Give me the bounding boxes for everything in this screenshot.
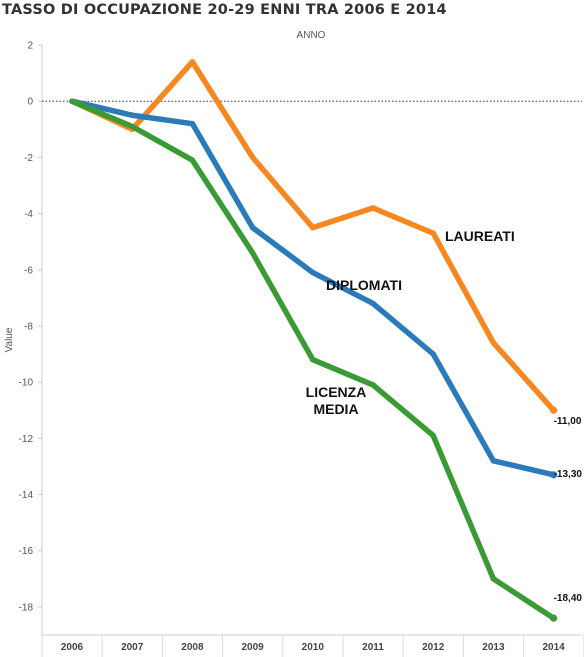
- series-name-label: LICENZA: [306, 384, 367, 400]
- series-point: [430, 351, 436, 357]
- series-name-label: LAUREATI: [445, 228, 515, 244]
- x-tick-label: 2011: [362, 642, 384, 653]
- end-value-label: -13,30: [554, 469, 583, 480]
- series-point: [430, 230, 436, 236]
- series-point: [490, 576, 497, 582]
- series-point: [129, 123, 135, 130]
- x-tick-label: 2010: [302, 642, 325, 653]
- y-tick-label: -6: [24, 265, 33, 276]
- series-point: [249, 224, 256, 231]
- x-tick-label: 2013: [482, 642, 505, 653]
- x-tick-label: 2008: [181, 642, 204, 653]
- x-tick-label: 2006: [61, 642, 84, 653]
- y-tick-label: -2: [24, 153, 33, 164]
- series-point: [310, 224, 316, 231]
- chart-title: TASSO DI OCCUPAZIONE 20-29 ENNI TRA 2006…: [2, 2, 447, 18]
- series-point: [69, 98, 75, 104]
- y-tick-label: -14: [19, 490, 34, 501]
- y-axis: 2 0 -2 -4 -6 -8 -10 -12 -14 -16 -18: [19, 41, 42, 613]
- series-end-marker: [550, 406, 558, 414]
- series-point: [370, 300, 376, 307]
- series-point: [249, 154, 256, 161]
- series-name-label: DIPLOMATI: [326, 277, 402, 293]
- series-point: [189, 59, 196, 65]
- series-point: [189, 120, 196, 127]
- end-value-label: -11,00: [554, 416, 582, 427]
- series-point: [430, 432, 436, 439]
- x-axis-title: ANNO: [297, 30, 326, 41]
- series-point: [129, 112, 135, 118]
- series-end-marker: [550, 471, 558, 479]
- series-point: [490, 458, 497, 464]
- series-lines: [69, 59, 558, 622]
- x-tick-label: 2009: [241, 642, 264, 653]
- y-tick-label: 2: [27, 41, 33, 52]
- x-tick-label: 2007: [121, 642, 144, 653]
- series-point: [490, 340, 497, 346]
- series-point: [310, 356, 316, 363]
- series-point: [189, 157, 196, 163]
- y-tick-label: -18: [19, 602, 34, 613]
- y-tick-label: -4: [24, 209, 33, 220]
- series-point: [249, 250, 256, 256]
- y-tick-label: -16: [19, 546, 34, 557]
- series-point: [370, 382, 376, 388]
- y-tick-label: -10: [19, 378, 34, 389]
- series-line: [69, 98, 557, 478]
- series-labels: LAUREATI -11,00 DIPLOMATI -13,30 LICENZAMEDI…: [306, 228, 583, 604]
- x-axis: 2006 2007 2008 2009 2010 2011 2012 2013 2014: [41, 635, 584, 657]
- end-value-label: -18,40: [554, 593, 583, 604]
- plot-frame: [41, 45, 582, 636]
- series-end-marker: [550, 614, 558, 622]
- series-point: [370, 205, 376, 211]
- series-name-label: MEDIA: [313, 401, 358, 417]
- x-tick-label: 2014: [542, 642, 565, 653]
- y-tick-label: -8: [24, 321, 33, 332]
- series-point: [310, 269, 316, 276]
- y-axis-title: Value: [4, 327, 15, 352]
- y-tick-label: 0: [27, 97, 33, 108]
- x-tick-label: 2012: [422, 642, 445, 653]
- y-tick-label: -12: [19, 434, 34, 445]
